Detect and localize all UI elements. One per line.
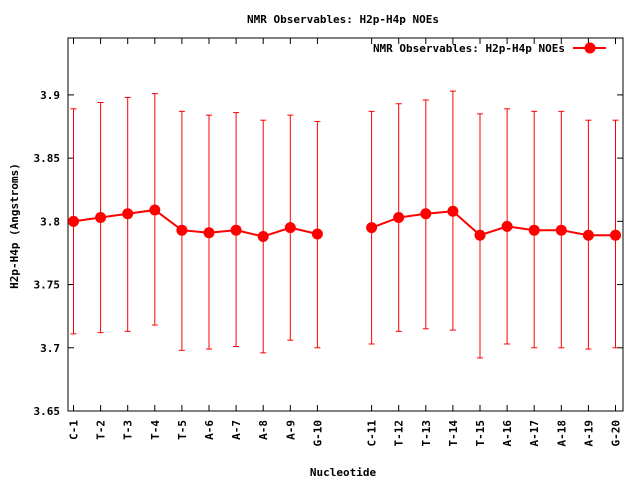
data-points <box>68 204 621 243</box>
x-tick-label: A-8 <box>257 420 270 440</box>
legend-label: NMR Observables: H2p-H4p NOEs <box>373 42 565 55</box>
series-line <box>73 208 318 238</box>
legend-marker <box>584 42 596 54</box>
data-point <box>528 224 540 236</box>
x-tick-label: T-13 <box>420 420 433 447</box>
data-point <box>284 222 296 234</box>
y-tick-label: 3.7 <box>40 342 60 355</box>
x-tick-label: C-1 <box>68 420 81 440</box>
x-axis: C-1 T-2 T-3 T-4 T-5 A-6 A-7 A-8 A-9 G-10 C-11 T-12 T… <box>68 38 623 447</box>
legend: NMR Observables: H2p-H4p NOEs <box>373 42 606 55</box>
data-point <box>149 204 161 216</box>
x-tick-label: G-10 <box>311 420 324 447</box>
data-point <box>447 205 459 217</box>
y-tick-label: 3.8 <box>40 215 60 228</box>
y-axis: 3.65 3.7 3.75 3.8 3.85 3.9 <box>34 89 623 418</box>
data-point <box>420 208 432 220</box>
y-tick-label: 3.9 <box>40 89 60 102</box>
data-point <box>95 212 107 224</box>
data-point <box>610 229 621 241</box>
x-tick-label: G-20 <box>610 420 623 447</box>
x-tick-label: T-15 <box>474 420 487 447</box>
series-line <box>371 210 616 237</box>
error-bars <box>70 90 619 359</box>
data-point <box>68 215 79 227</box>
x-tick-label: T-2 <box>95 420 108 440</box>
data-point <box>366 222 378 234</box>
plot-frame <box>67 37 624 412</box>
x-tick-label: A-9 <box>284 420 297 440</box>
data-point <box>230 224 242 236</box>
y-tick-label: 3.75 <box>34 279 61 292</box>
data-point <box>311 228 323 240</box>
x-tick-label: A-19 <box>582 420 595 447</box>
data-point <box>582 229 594 241</box>
x-tick-label: A-17 <box>528 420 541 447</box>
data-point <box>555 224 567 236</box>
data-point <box>176 224 188 236</box>
chart-title: NMR Observables: H2p-H4p NOEs <box>247 13 439 26</box>
x-tick-label: T-14 <box>447 420 460 447</box>
series-lines <box>73 208 616 238</box>
x-tick-label: T-4 <box>149 420 162 440</box>
data-point <box>257 231 269 243</box>
data-point <box>501 220 513 232</box>
y-tick-label: 3.85 <box>34 152 61 165</box>
x-tick-label: T-3 <box>122 420 135 440</box>
y-axis-label: H2p-H4p (Angstroms) <box>8 163 21 289</box>
data-point <box>393 212 405 224</box>
data-point <box>474 229 486 241</box>
x-tick-label: C-11 <box>366 420 379 447</box>
x-tick-label: A-6 <box>203 420 216 440</box>
data-point <box>203 227 215 239</box>
x-tick-label: T-12 <box>393 420 406 447</box>
y-tick-label: 3.65 <box>34 405 61 418</box>
x-tick-label: A-7 <box>230 420 243 440</box>
x-tick-label: T-5 <box>176 420 189 440</box>
x-axis-label: Nucleotide <box>310 466 377 479</box>
x-tick-label: A-18 <box>555 420 568 447</box>
x-tick-label: A-16 <box>501 420 514 447</box>
data-point <box>122 208 134 220</box>
